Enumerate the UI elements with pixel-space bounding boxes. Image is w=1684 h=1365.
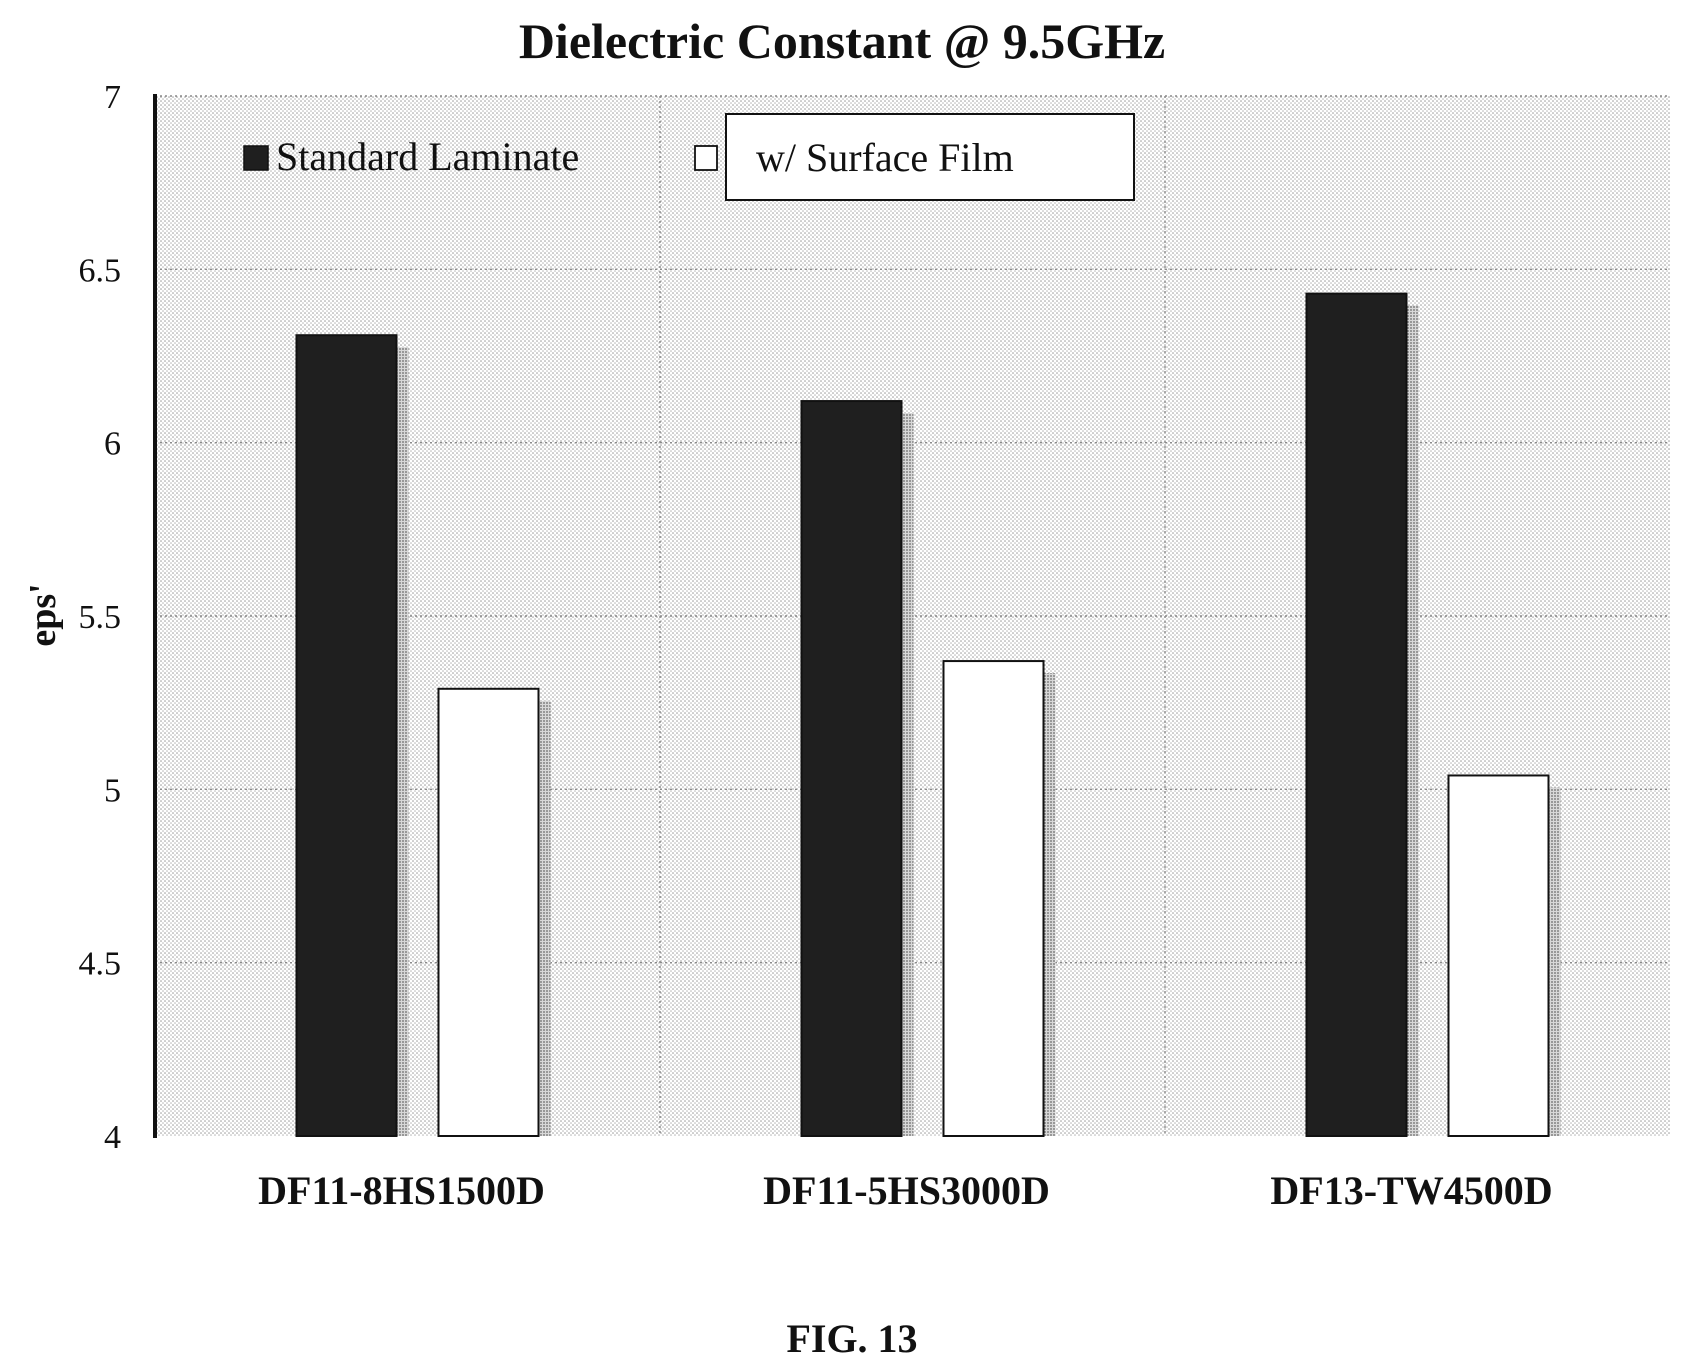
y-tick-label: 6.5 <box>79 252 122 289</box>
y-tick-label: 5 <box>104 772 121 809</box>
legend: Standard Laminate w/ Surface Film <box>243 113 1135 201</box>
grid-lines <box>155 95 1670 1136</box>
x-tick-label: DF11-8HS1500D <box>258 1168 545 1213</box>
legend-label-standard-laminate: Standard Laminate <box>276 134 579 179</box>
bar-standard-laminate <box>295 334 398 1137</box>
x-tick-labels: DF11-8HS1500D DF11-5HS3000D DF13-TW4500D <box>258 1168 1552 1213</box>
legend-swatch-surface-film <box>694 145 718 171</box>
bar-surface-film <box>942 660 1045 1137</box>
bar-standard-laminate <box>1305 292 1408 1138</box>
legend-swatch-standard-laminate <box>243 145 269 171</box>
x-tick-label: DF13-TW4500D <box>1270 1168 1552 1213</box>
legend-box-surface-film <box>725 113 1135 201</box>
bars <box>295 292 1561 1138</box>
x-tick-label: DF11-5HS3000D <box>763 1168 1050 1213</box>
y-tick-label: 7 <box>104 79 121 116</box>
bar-surface-film <box>437 687 540 1137</box>
y-tick-label: 5.5 <box>79 599 122 636</box>
y-axis-label: eps' <box>22 583 64 646</box>
figure-label: FIG. 13 <box>786 1316 917 1361</box>
chart-title: Dielectric Constant @ 9.5GHz <box>519 13 1165 69</box>
bar-surface-film <box>1447 774 1550 1137</box>
y-tick-labels: 4 4.5 5 5.5 6 6.5 7 <box>79 79 122 1156</box>
legend-label-surface-film: w/ Surface Film <box>756 135 1014 180</box>
y-tick-label: 6 <box>104 426 121 463</box>
bar-standard-laminate <box>800 400 903 1138</box>
y-tick-label: 4.5 <box>79 946 122 983</box>
y-tick-label: 4 <box>104 1119 121 1156</box>
